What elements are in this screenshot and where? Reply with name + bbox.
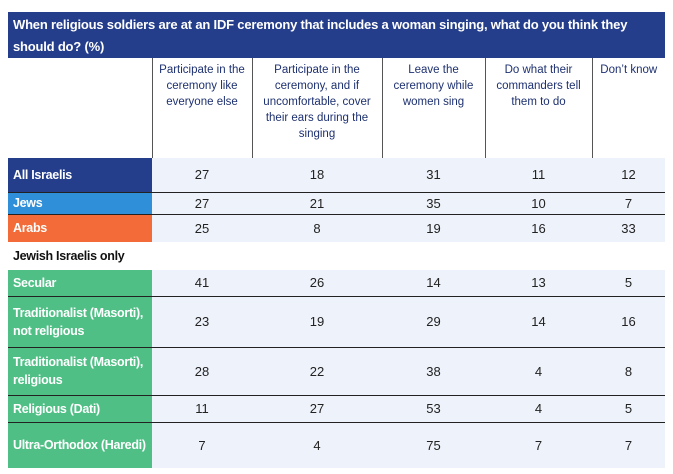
value-cell: 41 bbox=[152, 270, 252, 296]
survey-table-container: When religious soldiers are at an IDF ce… bbox=[8, 12, 665, 468]
survey-table: Participate in the ceremony like everyon… bbox=[8, 58, 665, 468]
value-cell: 11 bbox=[152, 394, 252, 422]
value-cell: 19 bbox=[252, 295, 382, 347]
value-cell: 27 bbox=[152, 191, 252, 214]
value-cell: 18 bbox=[252, 158, 382, 192]
value-cell: 14 bbox=[382, 270, 485, 296]
table-row: Arabs 25 8 19 16 33 bbox=[8, 213, 665, 242]
value-cell: 13 bbox=[485, 270, 592, 296]
value-cell: 29 bbox=[382, 295, 485, 347]
value-cell: 8 bbox=[592, 346, 665, 395]
row-label: Arabs bbox=[8, 213, 152, 242]
value-cell: 19 bbox=[382, 213, 485, 242]
table-row: All Israelis 27 18 31 11 12 bbox=[8, 158, 665, 192]
table-row: Jews 27 21 35 10 7 bbox=[8, 191, 665, 214]
value-cell: 12 bbox=[592, 158, 665, 192]
value-cell: 23 bbox=[152, 295, 252, 347]
table-title: When religious soldiers are at an IDF ce… bbox=[8, 12, 665, 58]
value-cell: 27 bbox=[252, 394, 382, 422]
column-header: Do what their commanders tell them to do bbox=[484, 58, 592, 158]
value-cell: 75 bbox=[382, 421, 485, 468]
table-row: Secular 41 26 14 13 5 bbox=[8, 270, 665, 296]
value-cell: 38 bbox=[382, 346, 485, 395]
section-heading-row: Jewish Israelis only bbox=[8, 242, 665, 270]
row-label: Jews bbox=[8, 191, 152, 214]
value-cell: 27 bbox=[152, 158, 252, 192]
value-cell: 7 bbox=[152, 421, 252, 468]
value-cell: 7 bbox=[592, 421, 665, 468]
value-cell: 4 bbox=[485, 394, 592, 422]
value-cell: 22 bbox=[252, 346, 382, 395]
value-cell: 53 bbox=[382, 394, 485, 422]
value-cell: 5 bbox=[592, 270, 665, 296]
column-header: Don’t know bbox=[591, 58, 665, 158]
column-header: Participate in the ceremony, and if unco… bbox=[251, 58, 382, 158]
row-label: Traditionalist (Masorti), religious bbox=[8, 346, 152, 395]
column-header: Leave the ceremony while women sing bbox=[381, 58, 485, 158]
value-cell: 8 bbox=[252, 213, 382, 242]
value-cell: 21 bbox=[252, 191, 382, 214]
value-cell: 7 bbox=[485, 421, 592, 468]
value-cell: 4 bbox=[485, 346, 592, 395]
value-cell: 5 bbox=[592, 394, 665, 422]
value-cell: 25 bbox=[152, 213, 252, 242]
section-heading: Jewish Israelis only bbox=[8, 242, 665, 270]
value-cell: 33 bbox=[592, 213, 665, 242]
value-cell: 26 bbox=[252, 270, 382, 296]
column-header: Participate in the ceremony like everyon… bbox=[151, 58, 252, 158]
row-label: Secular bbox=[8, 270, 152, 296]
value-cell: 16 bbox=[485, 213, 592, 242]
header-blank bbox=[8, 58, 152, 158]
value-cell: 28 bbox=[152, 346, 252, 395]
value-cell: 4 bbox=[252, 421, 382, 468]
value-cell: 14 bbox=[485, 295, 592, 347]
row-label: Ultra-Orthodox (Haredi) bbox=[8, 421, 152, 468]
value-cell: 31 bbox=[382, 158, 485, 192]
row-label: Religious (Dati) bbox=[8, 394, 152, 422]
value-cell: 10 bbox=[485, 191, 592, 214]
table-row: Religious (Dati) 11 27 53 4 5 bbox=[8, 394, 665, 422]
value-cell: 7 bbox=[592, 191, 665, 214]
table-row: Traditionalist (Masorti), religious 28 22 3… bbox=[8, 346, 665, 395]
header-row: Participate in the ceremony like everyon… bbox=[8, 58, 665, 158]
row-label: All Israelis bbox=[8, 158, 152, 192]
row-label: Traditionalist (Masorti), not religious bbox=[8, 295, 152, 347]
table-row: Ultra-Orthodox (Haredi) 7 4 75 7 7 bbox=[8, 421, 665, 468]
table-row: Traditionalist (Masorti), not religious 2… bbox=[8, 295, 665, 347]
value-cell: 35 bbox=[382, 191, 485, 214]
value-cell: 11 bbox=[485, 158, 592, 192]
value-cell: 16 bbox=[592, 295, 665, 347]
